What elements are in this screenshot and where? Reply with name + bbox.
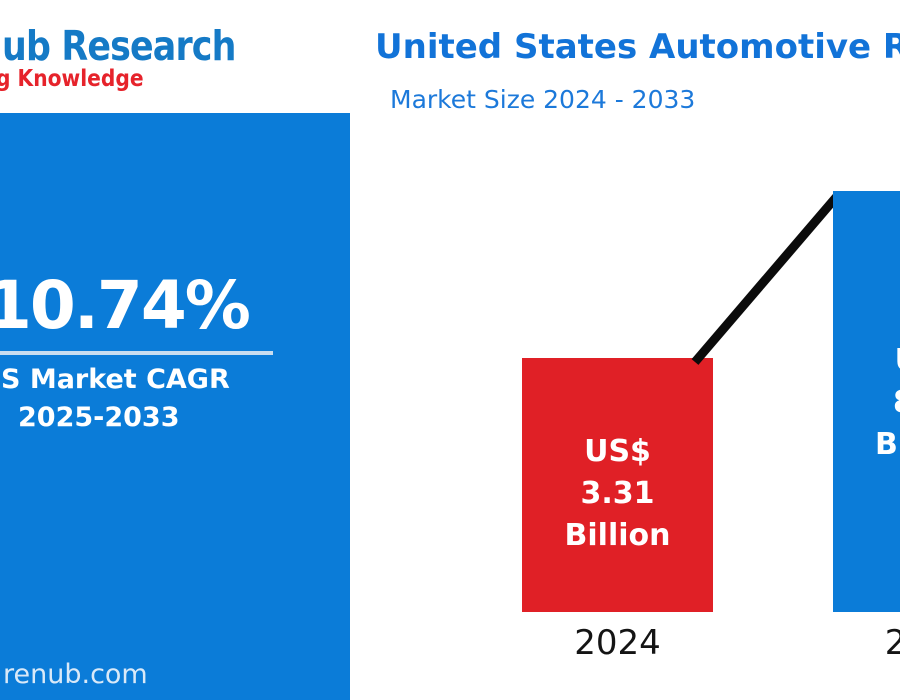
cagr-period: 2025-2033 [18,402,180,433]
axis-label-2024: 2024 [574,623,661,663]
bar-2033-label-line2: 8 [833,382,900,424]
cagr-panel: 10.74% S Market CAGR 2025-2033 renub.com [0,113,350,700]
bar-2024-label-line2: 3.31 [580,476,655,511]
bar-2024-label-line3: Billion [564,518,671,553]
website-url: renub.com [3,659,148,690]
axis-label-2033: 2033 [884,623,900,663]
bar-2033: US$ 8 Billion [833,191,900,612]
bar-2033-label-line1: US$ [833,340,900,382]
bar-2024-value-label: US$ 3.31 Billion [522,431,713,557]
cagr-label: S Market CAGR [1,364,230,395]
page-subtitle: Market Size 2024 - 2033 [390,85,696,114]
bar-2033-value-label: US$ 8 Billion [833,340,900,466]
logo-text-research: ub Research [2,22,236,70]
cagr-value: 10.74% [0,267,251,344]
bar-2024-label-line1: US$ [584,434,651,469]
bar-2024: US$ 3.31 Billion [522,358,713,612]
page-title: United States Automotive R [375,27,900,67]
cagr-divider [0,351,273,355]
bar-2033-label-line3: Billion [875,427,900,462]
logo-tagline: g Knowledge [0,66,144,92]
